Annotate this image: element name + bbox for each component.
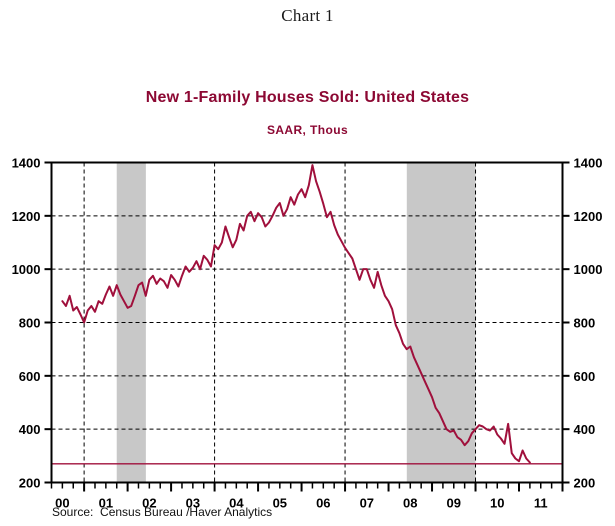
y-axis-tick-label: 1400 <box>12 156 41 171</box>
x-axis-tick-label: 09 <box>447 496 461 511</box>
x-axis-tick-label: 01 <box>99 496 113 511</box>
x-axis-labels: 00 01 02 03 04 05 06 07 08 09 10 11 <box>55 496 547 511</box>
x-axis-tick-label: 08 <box>403 496 417 511</box>
y-axis-tick-label: 800 <box>19 316 41 331</box>
y-axis-tick-label: 600 <box>19 369 41 384</box>
y-axis-tick-label: 1400 <box>574 156 603 171</box>
chart-number-label: Chart 1 <box>281 6 334 25</box>
x-axis-tick-label: 02 <box>142 496 156 511</box>
x-axis-tick-label: 11 <box>534 496 548 511</box>
x-axis-tick-label: 04 <box>229 496 244 511</box>
data-series-line <box>61 164 531 464</box>
y-axis-tick-label: 1000 <box>574 262 603 277</box>
x-axis-tick-label: 03 <box>186 496 200 511</box>
y-axis-labels-left: 200 400 600 800 1000 1200 1400 <box>12 156 41 491</box>
x-axis-tick-label: 05 <box>273 496 287 511</box>
x-axis-tick-label: 06 <box>316 496 330 511</box>
x-axis-tick-label: 00 <box>55 496 69 511</box>
y-axis-tick-label: 1200 <box>12 209 41 224</box>
y-axis-tick-label: 600 <box>574 369 596 384</box>
y-axis-tick-label: 400 <box>19 422 41 437</box>
y-axis-tick-label: 400 <box>574 422 596 437</box>
axis-ticks-group <box>44 161 570 492</box>
y-axis-tick-label: 200 <box>574 476 596 491</box>
page-title: New 1-Family Houses Sold: United States <box>145 89 470 106</box>
y-axis-tick-label: 1000 <box>12 262 41 277</box>
series-polyline <box>61 164 531 464</box>
y-axis-tick-label: 800 <box>574 316 596 331</box>
x-axis-tick-label: 07 <box>360 496 374 511</box>
x-axis-tick-label: 10 <box>490 496 504 511</box>
y-axis-tick-label: 200 <box>19 476 41 491</box>
chart-subtitle: SAAR, Thous <box>266 123 349 137</box>
source-note: Source: Census Bureau /Haver Analytics <box>52 505 273 519</box>
y-axis-labels-right: 200 400 600 800 1000 1200 1400 <box>574 156 603 491</box>
y-axis-tick-label: 1200 <box>574 209 603 224</box>
